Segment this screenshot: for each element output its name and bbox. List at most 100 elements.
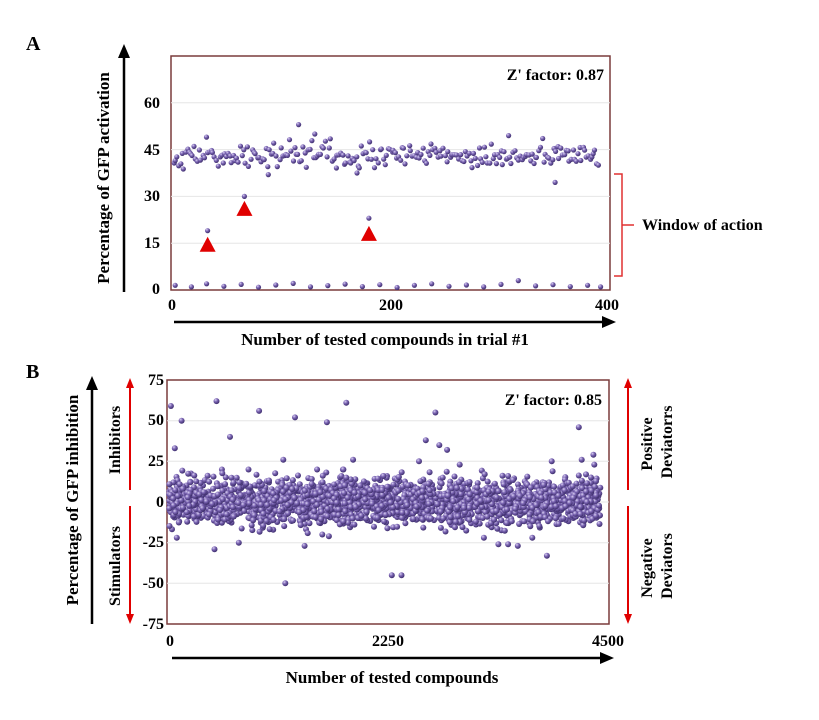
panel-b-point bbox=[583, 499, 590, 505]
panel-b-xtick-0: 0 bbox=[166, 633, 174, 650]
panel-a-point bbox=[461, 158, 467, 165]
panel-a: A Percentage of GFP activation 0 15 30 4… bbox=[26, 33, 763, 349]
panel-a-point bbox=[178, 161, 184, 167]
negative-deviators-line-2: Deviators bbox=[659, 533, 676, 599]
panel-b-point bbox=[272, 470, 279, 477]
panel-a-point bbox=[427, 152, 433, 158]
panel-b-outlier-point bbox=[548, 458, 555, 465]
panel-b-point bbox=[347, 504, 354, 511]
panel-b-point bbox=[281, 523, 288, 530]
panel-a-point bbox=[553, 148, 559, 154]
panel-a-baseline-point bbox=[533, 283, 539, 289]
panel-b-point bbox=[193, 518, 200, 525]
panel-b-point bbox=[326, 492, 333, 499]
panel-b-point bbox=[241, 508, 248, 514]
panel-b-point bbox=[516, 493, 523, 499]
panel-b-point bbox=[318, 516, 324, 523]
panel-b-point bbox=[176, 481, 183, 488]
panel-a-baseline-point bbox=[598, 284, 604, 290]
panel-a-triangles bbox=[199, 200, 377, 252]
panel-b-outlier-point bbox=[167, 403, 174, 409]
panel-a-xlabel: Number of tested compounds in trial #1 bbox=[241, 330, 529, 349]
panel-b-point bbox=[304, 501, 311, 508]
panel-a-point bbox=[180, 166, 186, 172]
panel-a-point bbox=[324, 154, 330, 160]
panel-b-outlier-point bbox=[444, 446, 451, 453]
panel-a-point bbox=[309, 138, 315, 144]
panel-b-point bbox=[341, 490, 347, 496]
panel-a-point bbox=[342, 160, 348, 166]
panel-a-point bbox=[239, 153, 245, 159]
panel-b-point bbox=[560, 515, 567, 522]
panel-b-point bbox=[219, 487, 226, 494]
panel-a-point bbox=[550, 157, 556, 163]
panel-b-point bbox=[452, 524, 458, 531]
panel-b-point bbox=[187, 479, 194, 486]
panel-b-point bbox=[545, 518, 551, 525]
panel-b-outlier-point bbox=[514, 542, 521, 549]
panel-b-point bbox=[261, 488, 268, 495]
panel-b-point bbox=[488, 501, 495, 508]
panel-b-point bbox=[289, 486, 296, 492]
panel-b-point bbox=[240, 502, 247, 509]
panel-b-point bbox=[290, 517, 296, 524]
panel-b-point bbox=[549, 468, 556, 475]
panel-b-point bbox=[219, 496, 226, 503]
panel-b-y-arrowhead bbox=[86, 376, 98, 390]
panel-b-point bbox=[536, 523, 543, 529]
panel-a-point bbox=[481, 144, 488, 150]
panel-a-point bbox=[288, 148, 294, 154]
panel-b-point bbox=[210, 473, 217, 480]
panel-a-point bbox=[356, 165, 362, 171]
panel-b-point bbox=[258, 501, 264, 508]
panel-b-outlier-point bbox=[422, 437, 429, 444]
panel-b-point bbox=[578, 477, 585, 484]
panel-a-point bbox=[438, 153, 444, 159]
panel-a-point bbox=[458, 152, 464, 158]
panel-b-point bbox=[251, 482, 258, 489]
panel-b-point bbox=[390, 481, 397, 488]
panel-a-point bbox=[529, 151, 535, 157]
panel-a-baseline-point bbox=[567, 284, 573, 290]
panel-b-outlier-point bbox=[591, 461, 598, 468]
panel-b-outlier-point bbox=[398, 572, 405, 579]
panel-b-outlier-point bbox=[256, 407, 263, 414]
panel-b-point bbox=[362, 496, 369, 503]
panel-a-ytick-0: 0 bbox=[152, 281, 160, 298]
panel-b-outlier-point bbox=[325, 533, 332, 540]
panel-b-point bbox=[494, 525, 501, 532]
negative-deviators-arrowhead bbox=[624, 614, 632, 624]
panel-b-outlier-point bbox=[543, 552, 550, 559]
panel-b-point bbox=[540, 482, 547, 488]
panel-b-point bbox=[319, 493, 326, 500]
panel-b-point bbox=[222, 474, 229, 481]
panel-b-outlier-point bbox=[416, 458, 422, 465]
panel-b-point bbox=[410, 515, 417, 522]
panel-b-outlier-point bbox=[343, 474, 350, 481]
panel-b-ytick-minus25: -25 bbox=[143, 534, 164, 551]
panel-a-point bbox=[483, 154, 489, 160]
positive-deviators-arrowhead bbox=[624, 378, 632, 388]
panel-b-xlabel: Number of tested compounds bbox=[286, 668, 499, 687]
panel-b-point bbox=[371, 523, 377, 530]
panel-b-point bbox=[222, 481, 229, 488]
panel-b-point bbox=[472, 518, 479, 525]
panel-b-point bbox=[238, 525, 245, 532]
panel-a-baseline-point bbox=[463, 282, 469, 288]
panel-b-point bbox=[395, 474, 402, 480]
panel-a-plot-frame bbox=[170, 55, 611, 291]
panel-b-outlier-point bbox=[213, 398, 220, 405]
panel-b-point bbox=[385, 494, 392, 501]
panel-b-point bbox=[447, 504, 454, 511]
panel-b-point bbox=[335, 506, 342, 513]
panel-b-point bbox=[390, 504, 396, 511]
panel-b-point bbox=[179, 467, 186, 474]
panel-b-point bbox=[214, 491, 221, 498]
panel-a-point bbox=[203, 134, 210, 140]
panel-b-point bbox=[504, 506, 510, 513]
panel-b-point bbox=[256, 528, 263, 535]
panel-b-point bbox=[172, 487, 179, 494]
panel-a-point bbox=[501, 149, 507, 155]
panel-b-point bbox=[499, 472, 506, 479]
panel-a-outlier-point bbox=[296, 122, 302, 128]
